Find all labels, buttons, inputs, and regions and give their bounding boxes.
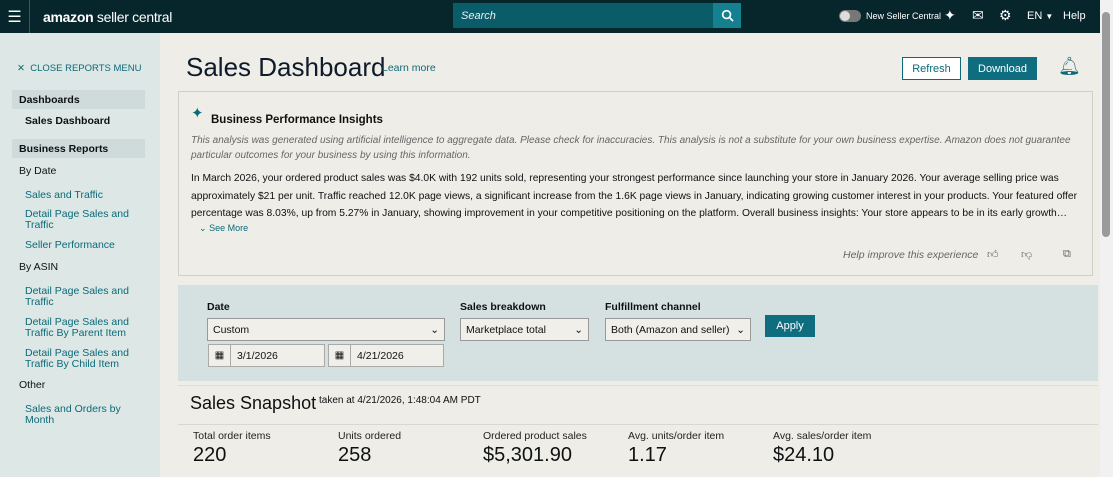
chevron-down-icon: ⌄ [574, 324, 583, 336]
metric-value: $24.10 [773, 444, 835, 466]
chevron-down-icon: ⌄ [736, 324, 745, 336]
scrollbar[interactable] [1100, 0, 1113, 477]
copy-icon[interactable]: ⧉ [1063, 248, 1071, 260]
start-date-value: 3/1/2026 [237, 350, 278, 362]
thumbs-up-icon[interactable]: 👍︎ [987, 249, 999, 261]
group-by-asin: By ASIN [19, 261, 59, 273]
metric-label: Avg. sales/order item [773, 430, 872, 442]
fulfillment-channel-select[interactable]: Both (Amazon and seller) ⌄ [605, 318, 751, 341]
sidebar-item[interactable]: Sales and Orders by Month [25, 403, 121, 426]
divider [178, 424, 1098, 425]
group-by-date: By Date [19, 165, 57, 177]
metric-avg-units-per-order-item: Avg. units/order item 1.17 [628, 430, 724, 467]
sidebar-item[interactable]: Detail Page Sales and Traffic [25, 208, 129, 231]
metric-value: 220 [193, 444, 227, 466]
metric-total-order-items: Total order items 220 [193, 430, 271, 467]
sidebar-item[interactable]: Detail Page Sales and Traffic [25, 285, 129, 308]
see-more-link[interactable]: ⌄ See More [199, 223, 248, 234]
fulfillment-channel-value: Both (Amazon and seller) [611, 324, 730, 336]
gear-icon[interactable]: ⚙ [999, 7, 1012, 23]
sales-snapshot: Sales Snapshot taken at 4/21/2026, 1:48:… [178, 385, 1098, 477]
snapshot-timestamp: taken at 4/21/2026, 1:48:04 AM PDT [319, 395, 481, 406]
see-more-label: See More [209, 223, 249, 233]
amazon-seller-central-logo[interactable]: amazon seller central [43, 9, 172, 25]
apply-button[interactable]: Apply [765, 315, 815, 337]
end-date-value: 4/21/2026 [357, 350, 404, 362]
start-date-input[interactable]: ▦ 3/1/2026 [208, 344, 325, 367]
metric-label: Ordered product sales [483, 430, 587, 442]
date-range-value: Custom [213, 324, 250, 336]
sidebar-item[interactable]: Detail Page Sales and Traffic By Parent … [25, 316, 129, 339]
hamburger-menu-icon[interactable]: ☰ [0, 0, 30, 33]
mail-icon[interactable]: ✉ [972, 7, 984, 23]
logo-brand: amazon [43, 8, 94, 25]
language-label: EN [1027, 10, 1043, 22]
section-dashboards: Dashboards [12, 90, 145, 109]
search-input[interactable] [453, 9, 713, 22]
refresh-button[interactable]: Refresh [902, 57, 961, 80]
sales-breakdown-select[interactable]: Marketplace total ⌄ [460, 318, 589, 341]
metric-units-ordered: Units ordered 258 [338, 430, 401, 467]
top-nav-bar: ☰ amazon seller central New Seller Centr… [0, 0, 1100, 33]
filters-panel: Date Custom ⌄ ▦ 3/1/2026 ▦ 4/21/2026 Sales … [178, 285, 1098, 381]
sidebar-item[interactable]: Seller Performance [25, 239, 115, 251]
ai-disclaimer: This analysis was generated using artifi… [191, 135, 1071, 161]
learn-more-link[interactable]: Learn more [382, 62, 436, 74]
bell-icon[interactable]: 🔔︎ [1058, 56, 1081, 76]
page-title: Sales Dashboard [186, 52, 386, 82]
sparkle-icon[interactable]: ✦ [944, 7, 956, 23]
close-reports-menu[interactable]: ✕ CLOSE REPORTS MENU [17, 63, 141, 74]
thumbs-down-icon[interactable]: 👎︎ [1021, 249, 1033, 261]
insights-title: Business Performance Insights [211, 114, 383, 126]
fulfillment-channel-label: Fulfillment channel [605, 301, 701, 313]
sidebar-item[interactable]: Detail Page Sales and Traffic By Child I… [25, 347, 129, 370]
calendar-icon[interactable]: ▦ [209, 345, 231, 366]
search-bar [453, 3, 741, 28]
metric-value: 258 [338, 444, 372, 466]
close-label: CLOSE REPORTS MENU [30, 63, 142, 74]
calendar-icon[interactable]: ▦ [329, 345, 351, 366]
metric-label: Units ordered [338, 430, 402, 442]
insights-body: In March 2026, your ordered product sale… [191, 173, 1078, 219]
chevron-down-icon: ⌄ [199, 223, 207, 233]
toggle-label: New Seller Central [866, 11, 942, 21]
group-other: Other [19, 379, 46, 391]
download-button[interactable]: Download [968, 57, 1037, 80]
close-icon: ✕ [17, 63, 25, 74]
metric-avg-sales-per-order-item: Avg. sales/order item $24.10 [773, 430, 871, 467]
reports-sidebar: ✕ CLOSE REPORTS MENU Dashboards Sales Da… [0, 33, 160, 477]
metric-ordered-product-sales: Ordered product sales $5,301.90 [483, 430, 587, 467]
sales-breakdown-label: Sales breakdown [460, 301, 546, 313]
metric-value: $5,301.90 [483, 444, 572, 466]
search-icon [721, 9, 734, 22]
language-selector[interactable]: EN ▼ [1027, 10, 1053, 22]
metric-label: Total order items [193, 430, 271, 442]
new-seller-central-toggle[interactable] [839, 10, 861, 22]
sparkle-icon: ✦ [191, 105, 204, 122]
section-business-reports: Business Reports [12, 139, 145, 158]
scrollbar-thumb[interactable] [1102, 12, 1110, 237]
sidebar-item-sales-dashboard[interactable]: Sales Dashboard [25, 115, 111, 127]
snapshot-title: Sales Snapshot [190, 393, 317, 413]
metric-label: Avg. units/order item [628, 430, 725, 442]
help-improve-text: Help improve this experience [843, 249, 979, 261]
search-button[interactable] [713, 3, 741, 28]
help-link[interactable]: Help [1063, 10, 1086, 22]
end-date-input[interactable]: ▦ 4/21/2026 [328, 344, 444, 367]
metric-value: 1.17 [628, 444, 667, 466]
insights-panel: ✦ Business Performance Insights This ana… [178, 91, 1093, 276]
sales-breakdown-value: Marketplace total [466, 324, 546, 336]
date-range-select[interactable]: Custom ⌄ [207, 318, 445, 341]
caret-down-icon: ▼ [1045, 12, 1054, 21]
date-label: Date [207, 301, 230, 313]
chevron-down-icon: ⌄ [430, 324, 439, 336]
sidebar-item[interactable]: Sales and Traffic [25, 189, 104, 201]
logo-suffix: seller central [93, 8, 173, 25]
